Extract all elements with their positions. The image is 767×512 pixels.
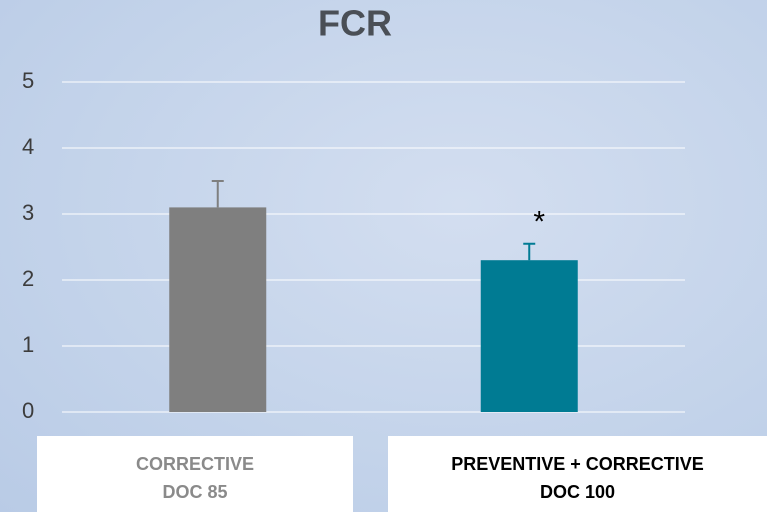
annotation: *: [533, 206, 545, 239]
y-tick-label: 3: [22, 200, 34, 225]
label-box: [388, 436, 767, 512]
y-tick-label: 4: [22, 134, 34, 159]
y-tick-label: 1: [22, 332, 34, 357]
label-box: [37, 436, 353, 512]
y-tick-label: 5: [22, 68, 34, 93]
y-tick-label: 0: [22, 398, 34, 423]
x-tick-label: DOC 85: [162, 482, 227, 502]
bar: [480, 260, 578, 412]
chart-title: FCR: [318, 3, 392, 44]
x-tick-label: CORRECTIVE: [136, 454, 254, 474]
error-bar: [211, 180, 224, 208]
error-bar: [523, 242, 536, 261]
x-tick-label: DOC 100: [540, 482, 615, 502]
bar: [169, 207, 267, 412]
y-tick-label: 2: [22, 266, 34, 291]
x-tick-label: PREVENTIVE + CORRECTIVE: [451, 454, 704, 474]
